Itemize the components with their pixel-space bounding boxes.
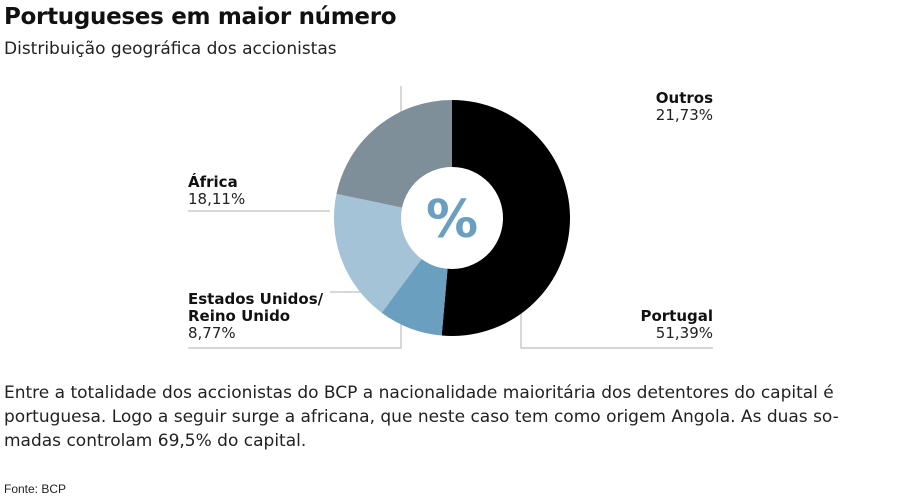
slice-outros (336, 100, 452, 208)
label-name-estados-unidos-reino-unido: Reino Unido (188, 307, 290, 325)
label-name-estados-unidos-reino-unido: Estados Unidos/ (188, 290, 324, 308)
label-name-outros: Outros (656, 89, 713, 107)
slice-portugal (441, 100, 571, 337)
pie-slices (334, 100, 571, 337)
label-value-portugal: 51,39% (656, 324, 713, 342)
chart-subtitle: Distribuição geográfica dos accionistas (4, 39, 337, 59)
center-percent-label: % (426, 190, 478, 250)
slice-estados-unidos-reino-unido (381, 258, 448, 336)
source-note: Fonte: BCP (4, 482, 67, 496)
label-name-portugal: Portugal (640, 307, 713, 325)
label-value-estados-unidos-reino-unido: 8,77% (188, 324, 236, 342)
label-value-outros: 21,73% (656, 106, 713, 124)
chart-title: Portugueses em maior número (4, 4, 397, 30)
slice-africa (334, 193, 422, 313)
description-text: Entre a totalidade dos accionistas do BC… (4, 383, 839, 451)
label-value-africa: 18,11% (188, 190, 245, 208)
label-name-africa: África (188, 172, 238, 191)
